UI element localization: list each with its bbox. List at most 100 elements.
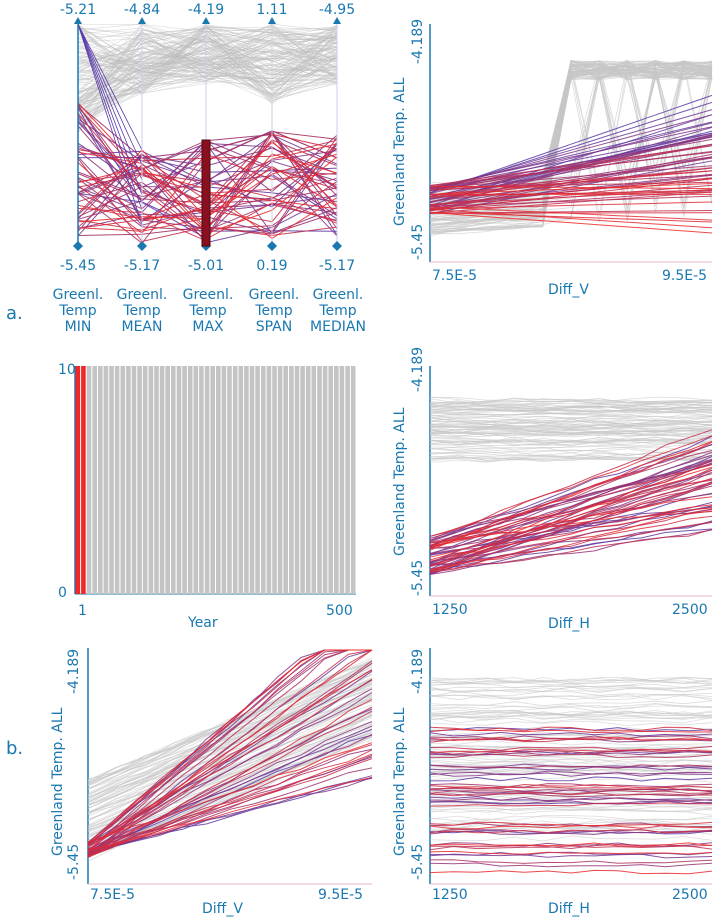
plot-a-mid-right-color-line [429,443,713,543]
pc-axis-3-bottom-label: 0.19 [256,258,288,274]
hist-bar [86,366,92,594]
plot-a-mr-xtick-right: 2500 [672,602,708,618]
hist-bar [98,366,103,594]
plot-a-tr-xtick-left: 7.5E-5 [432,268,478,284]
plot-b-right-gray-line [429,703,713,710]
hist-bar [277,366,283,594]
plot-a-mid-right-gray-line [429,427,713,435]
plot-b-left-color-line [87,767,373,855]
hist-bar [182,366,187,594]
plot-b-right-color-line [429,830,713,835]
plot-b-left-color-line [87,777,373,855]
hist-bar [131,366,137,594]
plot-a-tr-ylabel: Greenland Temp. ALL [392,77,408,226]
plot-a-mid-right-gray-line [429,455,713,463]
hist-bar [244,366,249,594]
plot-a-top-right-color-line [429,145,713,192]
plot-b-left-gray-line [87,686,373,806]
plot-a-mid-right-gray-line [429,439,713,446]
hist-bar [120,366,126,594]
hist-bar [137,366,142,594]
hist-bar [283,366,288,594]
hist-bar [232,366,238,594]
plot-b-left-gray-line [87,664,373,786]
hist-bar [311,366,317,594]
plot-a-mr-xtick-left: 1250 [432,602,468,618]
plot-a-top-right-color-line [429,177,713,206]
plot-b-right-gray-line [429,806,713,812]
plot-b-right-gray-line [429,705,713,713]
plot-b-right-color-line [429,746,713,751]
plot-b-right-color-line [429,727,713,732]
plot-b-right-gray-line [429,710,713,717]
plot-b-r-xlabel: Diff_H [548,901,590,917]
plot-a-mid-right-gray-line [429,413,713,420]
plot-b-right-color-line [429,802,713,807]
plot-a-mid-right-gray-line [429,409,713,416]
plot-b-left-color-line [87,742,373,843]
plot-b-right-color-line [429,862,713,868]
plot-a-mid-right-color-line [429,505,713,574]
plot-b-right-gray-line [429,694,713,698]
plot-b-right-color-line [429,850,713,855]
plot-b-right-color-line [429,766,713,771]
plot-a-top-right-color-line [429,208,713,229]
hist-bar [126,366,131,594]
plot-b-right-gray-line [429,809,713,816]
hist-bar [294,366,300,594]
plot-b-right-color-line [429,783,713,788]
plot-a-top-right-color-line [429,151,713,187]
pc-outlier-line [77,23,143,151]
plot-b-left-color-line [87,649,372,855]
plot-b-right-color-line [429,770,713,776]
hist-ytick-10: 10 [58,362,76,378]
pc-axis-bottom-marker [137,241,147,251]
plot-b-left-gray-line [87,695,373,813]
plot-b-right-color-line [429,787,713,793]
plot-b-left-color-line [87,649,373,857]
pc-axis-top-marker [202,17,210,24]
plot-b-l-ytick-top: -4.189 [66,648,82,694]
pc-outlier-line [77,23,143,226]
pc-axis-4-name: Greenl. Temp MEDIAN [310,287,366,335]
hist-bar [238,366,244,594]
plot-a-mid-right-color-line [429,444,713,547]
hist-bar [114,366,120,594]
plot-a-top-right-color-line [429,145,713,187]
pc-axis-top-marker [333,17,341,24]
hist-bar [266,366,272,594]
plot-b-left-gray-line [87,697,373,820]
plot-b-right-gray-line [429,758,713,766]
plot-a-top-right-gray-line [430,64,713,235]
hist-bar [75,366,81,594]
plot-b-right-color-line [429,822,713,828]
hist-bar [193,366,199,594]
hist-bar [345,366,350,594]
hist-bar [204,366,210,594]
plot-b-right-color-line [430,792,713,798]
hist-bar [328,366,333,594]
plot-a-mid-right-color-line [429,485,713,573]
hist-bar [199,366,204,594]
plot-a-mr-ylabel: Greenland Temp. ALL [392,407,408,556]
plot-b-right-color-line [429,736,713,742]
plot-b-l-xlabel: Diff_V [202,901,243,917]
plot-a-mid-right-gray-line [429,413,713,419]
hist-bar [255,366,260,594]
pc-axis-0-bottom-label: -5.45 [59,258,97,274]
hist-ytick-0: 0 [58,585,67,601]
hist-xtick-1: 1 [78,603,87,619]
plot-b-right-gray-line [429,772,713,777]
hist-bar [305,366,311,594]
plot-b-right-color-line [429,728,712,734]
plot-a-mid-right-color-line [429,510,713,573]
plot-b-left-color-line [87,706,373,856]
plot-a-top-right-gray-line [429,60,713,228]
plot-a-mid-right-gray-line [429,421,713,428]
plot-b-left-group [87,648,373,885]
pc-brush-bar [201,139,211,247]
pc-axis-bottom-marker [332,241,342,251]
pc-axis-1-name: Greenl. Temp MEAN [116,287,168,335]
plot-b-right-color-line [429,792,713,797]
